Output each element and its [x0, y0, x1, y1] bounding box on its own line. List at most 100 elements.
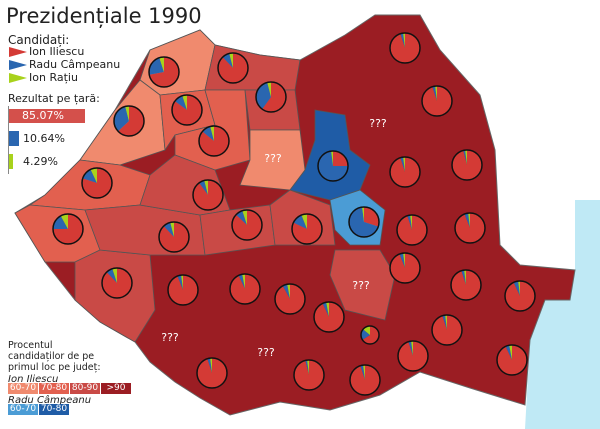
county-pie [396, 214, 428, 246]
scale-campeanu-label: Radu Câmpeanu [8, 395, 92, 406]
pie-slice [461, 270, 466, 285]
pie-slice [513, 281, 520, 296]
pie-slice [232, 210, 263, 241]
county-pie [348, 206, 380, 238]
pie-slice [282, 284, 290, 299]
county-pie [198, 125, 230, 157]
county-pie [397, 340, 429, 372]
pie-slice [202, 126, 214, 141]
pie-slice [518, 281, 520, 296]
county-pie [192, 179, 224, 211]
pie-slice [504, 281, 535, 312]
bar-campeanu [9, 131, 19, 146]
pie-slice [118, 106, 144, 136]
pie-slice [349, 207, 379, 238]
pie-slice [445, 315, 447, 330]
pie-slice [410, 215, 412, 230]
pie-slice [242, 274, 245, 289]
pie-slice [199, 126, 230, 157]
pie-slice [210, 358, 212, 373]
pie-slice [505, 345, 512, 360]
pie-slice [305, 360, 309, 375]
pie-slice [112, 268, 117, 283]
unknown-county-label: ??? [369, 117, 387, 130]
pie-slice [229, 53, 233, 68]
pie-slice [193, 180, 224, 211]
pie-slice [60, 214, 68, 229]
candidate-name: Ion Iliescu [29, 45, 85, 58]
county-pie [389, 32, 421, 64]
black-sea [525, 200, 600, 429]
scale-bin: 70-80 [39, 404, 69, 415]
pie-slice [397, 215, 428, 246]
bar-ratiu [9, 154, 13, 169]
county-pie [454, 212, 486, 244]
bar-ratiu-label: 4.29% [23, 155, 58, 168]
pie-slice [170, 222, 174, 237]
county-pie [451, 149, 483, 181]
county-pie [167, 274, 199, 306]
pie-slice [293, 360, 324, 390]
bar-campeanu-label: 10.64% [23, 132, 65, 145]
county-prahova-unknown [329, 249, 396, 321]
county-pie [313, 301, 345, 333]
pie-slice [361, 329, 370, 340]
candidate-swatch-icon [9, 47, 27, 57]
pie-slice [468, 213, 470, 228]
pie-slice [442, 315, 447, 330]
pie-slice [267, 82, 271, 97]
scale-bin: 70-80 [39, 383, 69, 394]
county-pie [360, 325, 380, 345]
pie-slice [463, 150, 467, 165]
pie-slice [363, 365, 365, 380]
pie-slice [148, 57, 164, 75]
pie-slice [90, 168, 97, 183]
pie-slice [390, 253, 421, 283]
county-pie [293, 359, 325, 391]
pie-slice [400, 157, 405, 172]
pie-slice [210, 126, 214, 141]
pie-slice [287, 284, 290, 299]
pie-slice [182, 95, 187, 110]
pie-slice [407, 215, 412, 230]
pie-slice [196, 358, 227, 389]
pie-slice [177, 275, 183, 290]
pie-slice [125, 106, 129, 121]
unknown-county-label: ??? [352, 279, 370, 292]
scale-heading: Procentul candidaților de pe primul loc … [8, 340, 101, 373]
pie-slice [159, 57, 164, 72]
pie-slice [432, 86, 437, 101]
county-pie [504, 280, 536, 312]
pie-slice [318, 151, 348, 181]
county-pie [389, 156, 421, 188]
county-pie [148, 56, 180, 88]
candidate-swatch-icon [9, 60, 27, 70]
pie-slice [403, 157, 405, 172]
pie-slice [199, 180, 208, 195]
pie-slice [102, 268, 133, 298]
county-pie [496, 344, 528, 376]
pie-slice [331, 151, 333, 166]
pie-slice [114, 106, 129, 132]
pie-slice [307, 360, 309, 375]
bar-axis [8, 106, 9, 174]
pie-slice [411, 341, 413, 356]
county-pie [431, 314, 463, 346]
pie-slice [301, 214, 307, 229]
county-pie [81, 167, 113, 199]
pie-slice [326, 302, 329, 317]
pie-slice [218, 52, 249, 84]
pie-slice [207, 358, 212, 373]
pie-slice [222, 53, 233, 68]
pie-slice [106, 268, 117, 283]
unknown-county-label: ??? [264, 152, 282, 165]
pie-slice [408, 341, 413, 356]
county-pie [389, 252, 421, 284]
candidate-name: Ion Rațiu [29, 71, 78, 84]
pie-slice [364, 207, 379, 227]
pie-slice [181, 275, 183, 290]
county-pie [231, 209, 263, 241]
county-pie [113, 105, 145, 137]
national-heading: Rezultat pe țară: [8, 92, 100, 105]
